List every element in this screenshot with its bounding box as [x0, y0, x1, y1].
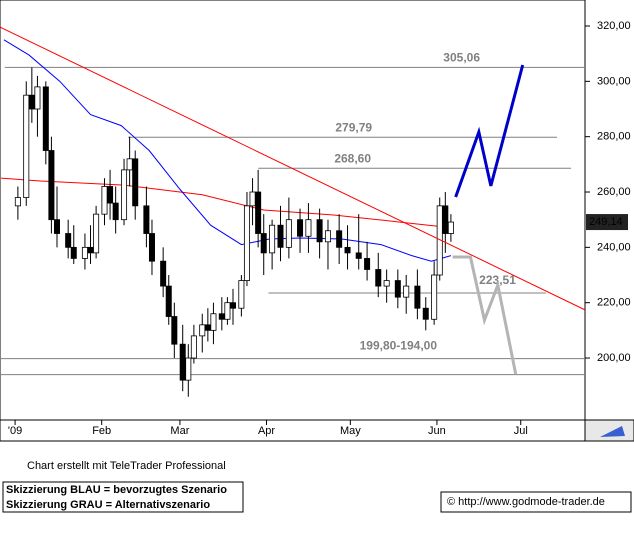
y-tick-label: 220,00	[597, 297, 631, 309]
candle-body	[249, 191, 256, 207]
candle-body	[171, 316, 178, 345]
candle-body	[28, 94, 35, 110]
candle-body	[210, 313, 217, 331]
candle-body	[14, 197, 21, 207]
candle-body	[204, 324, 211, 331]
candle-body	[269, 224, 276, 254]
y-tick-label: 280,00	[597, 131, 631, 143]
x-tick-label: '09	[8, 425, 22, 437]
candle-body	[185, 357, 192, 381]
candle-body	[383, 280, 390, 287]
candle-body	[87, 246, 94, 254]
candle-body	[316, 219, 323, 243]
candle-body	[53, 219, 60, 234]
scenario-path	[454, 64, 525, 198]
candle-body	[132, 158, 139, 207]
candle-body	[143, 205, 150, 234]
x-tick-label: Apr	[258, 425, 275, 437]
y-tick-label: 320,00	[597, 20, 631, 32]
candle-body	[93, 213, 100, 254]
moving-average	[3, 39, 452, 262]
y-tick-label: 240,00	[597, 241, 631, 253]
candle-body	[126, 158, 133, 171]
candle-body	[81, 246, 88, 259]
candle-body	[160, 260, 167, 287]
candle-body	[364, 258, 371, 270]
level-label: 305,06	[443, 51, 480, 65]
candle-body	[238, 280, 245, 309]
candle-body	[336, 230, 343, 248]
candle-body	[121, 169, 128, 221]
candle-body	[277, 224, 284, 248]
y-tick-label: 260,00	[597, 186, 631, 198]
legend-gray: Skizzierung GRAU = Alternativszenario	[6, 499, 210, 511]
x-tick-label: Mar	[170, 425, 189, 437]
x-axis-band	[0, 419, 586, 442]
candle-body	[224, 302, 231, 320]
candle-body	[447, 221, 454, 234]
candle-body	[403, 285, 410, 298]
candle-body	[324, 230, 331, 243]
x-tick-label: Jun	[428, 425, 446, 437]
y-tick-label: 200,00	[597, 352, 631, 364]
candle-body	[65, 233, 72, 248]
last-price-box	[586, 214, 628, 231]
candle-body	[42, 86, 49, 151]
candle-body	[34, 86, 41, 110]
corner-button[interactable]	[584, 419, 634, 442]
plot-area	[0, 0, 586, 421]
x-tick-label: Jul	[514, 425, 528, 437]
level-label: 223,51	[479, 273, 516, 287]
candle-body	[260, 233, 267, 254]
candle-body	[229, 302, 236, 309]
candle-body	[305, 219, 312, 237]
candle-body	[297, 219, 304, 237]
level-label: 279,79	[335, 120, 372, 134]
level-label: 199,80-194,00	[360, 339, 438, 353]
candle-body	[255, 191, 262, 234]
candle-body	[243, 205, 250, 281]
x-tick-label: Feb	[92, 425, 111, 437]
source: © http://www.godmode-trader.de	[447, 496, 605, 508]
candle-body	[414, 285, 421, 309]
candle-body	[355, 252, 362, 259]
candle-body	[344, 246, 351, 254]
candle-body	[394, 280, 401, 298]
candle-body	[285, 219, 292, 248]
candle-body	[199, 324, 206, 337]
corner-icon	[600, 426, 625, 437]
candle-body	[165, 285, 172, 317]
x-tick-label: May	[340, 425, 361, 437]
candle-body	[422, 307, 429, 320]
level-label: 268,60	[334, 151, 371, 165]
y-tick-label: 300,00	[597, 75, 631, 87]
candle-body	[218, 313, 225, 320]
candle-body	[112, 202, 119, 221]
candle-body	[70, 246, 77, 259]
candle-body	[148, 233, 155, 262]
source-box	[440, 491, 632, 513]
candle-body	[23, 94, 30, 198]
candle-body	[190, 335, 197, 359]
scenario-path	[452, 255, 518, 375]
candle-body	[48, 150, 55, 221]
candle-body	[101, 186, 108, 215]
trend-line	[0, 26, 586, 311]
candle-body	[375, 269, 382, 287]
legend-blue: Skizzierung BLAU = bevorzugtes Szenario	[6, 484, 227, 496]
candle-body	[107, 186, 114, 204]
legend-box	[2, 481, 244, 513]
candle-body	[431, 274, 438, 320]
candle-body	[179, 343, 186, 381]
candle-body	[442, 205, 449, 234]
credit: Chart erstellt mit TeleTrader Profession…	[27, 460, 226, 472]
last-price-label: 249,14	[589, 216, 623, 228]
